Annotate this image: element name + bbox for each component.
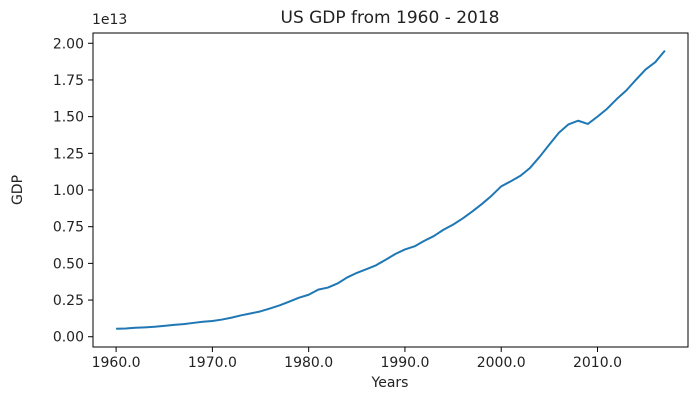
y-axis-ticks: 0.00 0.25 0.50 0.75 1.00 1.25 1.50 1.75 2.00 bbox=[53, 36, 93, 346]
y-tick-label: 0.75 bbox=[53, 220, 84, 236]
y-tick-label: 1.25 bbox=[53, 146, 84, 162]
series-layer bbox=[116, 49, 666, 330]
y-axis-offset-label: 1e13 bbox=[92, 12, 127, 28]
x-axis-label: Years bbox=[371, 375, 409, 391]
y-tick-label: 1.75 bbox=[53, 73, 84, 89]
y-tick-label: 1.50 bbox=[53, 110, 84, 126]
y-tick-label: 1.00 bbox=[53, 183, 84, 199]
x-tick-label: 1970.0 bbox=[188, 355, 237, 371]
x-tick-label: 2010.0 bbox=[573, 355, 622, 371]
gdp-series-line bbox=[116, 49, 666, 330]
x-tick-label: 1960.0 bbox=[92, 355, 141, 371]
chart-title: US GDP from 1960 - 2018 bbox=[281, 8, 500, 28]
plot-frame bbox=[92, 32, 689, 348]
y-tick-label: 2.00 bbox=[53, 36, 84, 52]
x-tick-label: 1990.0 bbox=[380, 355, 429, 371]
x-tick-label: 1980.0 bbox=[284, 355, 333, 371]
y-tick-label: 0.00 bbox=[53, 330, 84, 346]
x-axis-ticks: 1960.0 1970.0 1980.0 1990.0 2000.0 2010.0 bbox=[92, 347, 622, 371]
y-tick-label: 0.25 bbox=[53, 293, 84, 309]
y-tick-label: 0.50 bbox=[53, 256, 84, 272]
x-tick-label: 2000.0 bbox=[477, 355, 526, 371]
y-axis-label: GDP bbox=[10, 175, 26, 205]
